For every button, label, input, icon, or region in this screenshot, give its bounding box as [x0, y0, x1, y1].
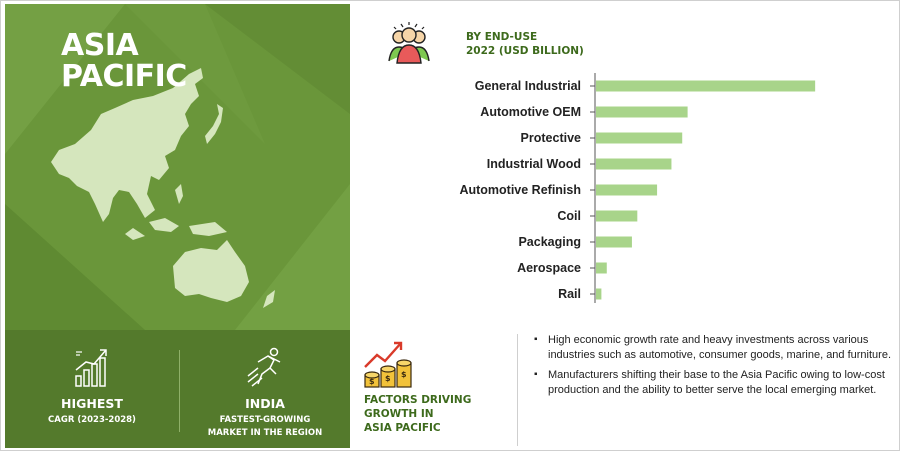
factors-label-line3: ASIA PACIFIC — [364, 422, 441, 434]
stat-headline: INDIA — [245, 396, 285, 411]
stat-highest-cagr: HIGHEST CAGR (2023-2028) — [5, 330, 179, 448]
bullet-icon: ▪ — [534, 334, 538, 345]
stat-divider — [179, 350, 180, 432]
people-group-icon — [388, 22, 430, 64]
factors-label-line1: FACTORS DRIVING — [364, 394, 472, 406]
asia-pacific-map — [5, 4, 350, 330]
factors-label: FACTORS DRIVING GROWTH IN ASIA PACIFIC — [364, 393, 471, 435]
bar-growth-icon — [75, 349, 107, 387]
stat-subtext: CAGR (2023-2028) — [48, 415, 136, 425]
bar-general-industrial — [596, 80, 816, 92]
facet-shape — [5, 204, 145, 330]
category-label: Protective — [521, 131, 581, 145]
region-title-line2: PACIFIC — [61, 59, 187, 94]
bullet-item: ▪ Manufacturers shifting their base to th… — [534, 368, 894, 397]
new-zealand-shape — [263, 290, 275, 308]
category-label: Rail — [558, 287, 581, 301]
bullet-item: ▪ High economic growth rate and heavy inv… — [534, 333, 894, 362]
factors-label-line2: GROWTH IN — [364, 408, 434, 420]
region-title: ASIA PACIFIC — [61, 30, 187, 92]
facet-shape — [5, 4, 125, 154]
facet-shape — [205, 4, 350, 114]
island-shape — [189, 222, 227, 236]
bar-protective — [596, 132, 683, 144]
svg-text:$: $ — [369, 377, 375, 386]
stat-subtext-line2: MARKET IN THE REGION — [207, 428, 323, 438]
bar-industrial-wood — [596, 158, 672, 170]
stat-subtext: FASTEST-GROWING MARKET IN THE REGION — [180, 414, 350, 440]
stat-fastest-growing: INDIA FASTEST-GROWING MARKET IN THE REGI… — [180, 330, 350, 448]
australia-shape — [173, 240, 249, 302]
bar-packaging — [596, 236, 632, 248]
stat-headline: HIGHEST — [61, 396, 123, 411]
bullet-text: Manufacturers shifting their base to the… — [548, 369, 885, 396]
chart-title: BY END-USE 2022 (USD BILLION) — [466, 30, 584, 58]
svg-text:$: $ — [385, 374, 391, 383]
bar-aerospace — [596, 262, 607, 274]
japan-shape — [205, 104, 223, 144]
bar-rail — [596, 288, 602, 300]
region-panel: ASIA PACIFIC — [5, 4, 350, 330]
category-label: Automotive OEM — [480, 105, 581, 119]
factors-bullet-list: ▪ High economic growth rate and heavy inv… — [534, 333, 894, 403]
category-label: Industrial Wood — [487, 157, 581, 171]
mainland-shape — [51, 68, 203, 222]
svg-text:$: $ — [401, 370, 407, 379]
category-label: Automotive Refinish — [459, 183, 581, 197]
coins-growth-icon: $ $ $ — [364, 341, 412, 388]
chart-title-line1: BY END-USE — [466, 31, 538, 43]
category-label: Coil — [557, 209, 581, 223]
island-shape — [149, 218, 179, 232]
bullet-icon: ▪ — [534, 369, 538, 380]
category-label: General Industrial — [475, 79, 581, 93]
chart-title-line2: 2022 (USD BILLION) — [466, 45, 584, 57]
bar-automotive-oem — [596, 106, 688, 118]
factors-divider — [517, 334, 518, 446]
stats-panel: HIGHEST CAGR (2023-2028) INDIA FASTEST-G… — [5, 330, 350, 448]
stat-subtext-line1: FASTEST-GROWING — [219, 415, 311, 425]
island-shape — [125, 228, 145, 240]
bar-coil — [596, 210, 638, 222]
runner-arrows-icon — [247, 347, 281, 387]
region-title-line1: ASIA — [61, 28, 139, 63]
bar-automotive-refinish — [596, 184, 658, 196]
category-label: Packaging — [518, 235, 581, 249]
island-shape — [175, 184, 183, 204]
end-use-bar-chart: General Industrial Automotive OEM Protecti… — [459, 73, 816, 303]
category-label: Aerospace — [517, 261, 581, 275]
bullet-text: High economic growth rate and heavy inve… — [548, 334, 892, 361]
facet-shape — [235, 184, 350, 330]
